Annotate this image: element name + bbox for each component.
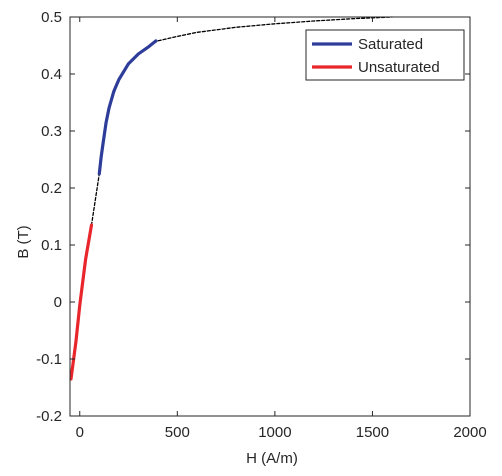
x-axis-label: H (A/m) [246, 450, 298, 467]
y-tick-label: -0.1 [36, 351, 62, 368]
y-tick-label: 0.2 [41, 180, 62, 197]
axes-box [69, 16, 471, 417]
x-tick-label: 2000 [453, 424, 486, 441]
y-axis-label: B (T) [15, 225, 32, 258]
legend-label-unsaturated: Unsaturated [358, 59, 440, 76]
y-tick-label: 0.5 [41, 9, 62, 26]
legend-box [305, 29, 465, 81]
y-tick-label: 0.3 [41, 123, 62, 140]
axes: 0 500 1000 1500 2000 -0.2 -0.1 0 0.1 0.2 0.3 0.4 0.5 [36, 9, 487, 441]
x-tick-label: 0 [76, 424, 84, 441]
y-tick-label: 0.4 [41, 66, 62, 83]
y-tick-label: 0.1 [41, 237, 62, 254]
y-tick-label: -0.2 [36, 408, 62, 425]
y-tick-label: 0 [54, 294, 62, 311]
plot-area [69, 16, 393, 381]
x-tick-label: 1000 [258, 424, 291, 441]
x-tick-label: 1500 [356, 424, 389, 441]
legend: Saturated Unsaturated [305, 29, 465, 81]
x-tick-label: 500 [165, 424, 190, 441]
legend-label-saturated: Saturated [358, 36, 423, 53]
series-line-bh-curve [70, 16, 393, 380]
series-line-saturated [97, 39, 158, 176]
series-line-unsaturated [69, 223, 94, 381]
